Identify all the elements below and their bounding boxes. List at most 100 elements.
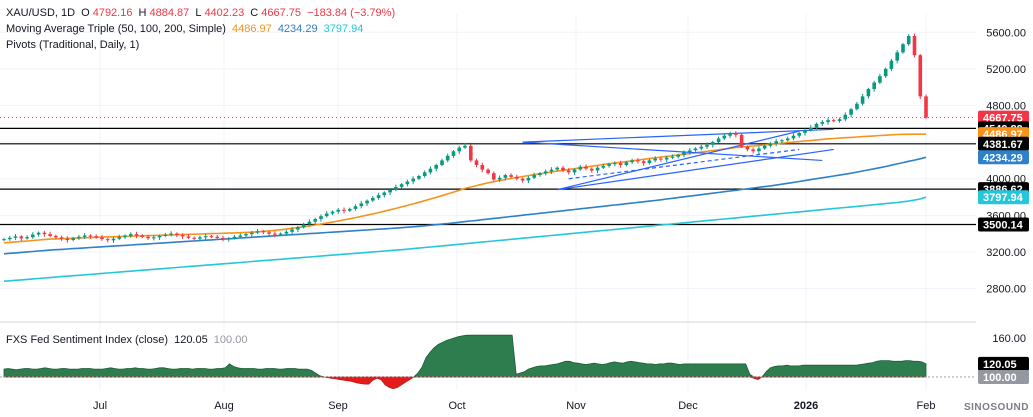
candle-body xyxy=(486,169,490,174)
price-tag-label: 4381.67 xyxy=(983,139,1023,151)
ma100-value: 4234.29 xyxy=(277,23,318,35)
candle-body xyxy=(463,145,467,148)
candle-body xyxy=(330,211,335,214)
candle-body xyxy=(469,145,473,161)
candle-body xyxy=(693,148,698,151)
candle-body xyxy=(751,149,755,152)
ma200-value: 3797.94 xyxy=(323,23,364,35)
candle-body xyxy=(664,157,669,160)
candle-body xyxy=(434,165,438,169)
candle-body xyxy=(866,89,871,97)
candle-body xyxy=(209,236,214,238)
candle-body xyxy=(901,44,905,53)
candle-body xyxy=(647,160,652,164)
open-label: O xyxy=(81,7,90,19)
candle-body xyxy=(549,169,554,172)
pivots-legend[interactable]: Pivots (Traditional, Daily, 1) xyxy=(6,38,142,52)
candle-body xyxy=(267,232,271,234)
candle-body xyxy=(509,175,513,177)
candle-body xyxy=(762,145,767,149)
candle-body xyxy=(843,114,848,120)
candle-body xyxy=(849,109,853,115)
candle-body xyxy=(791,135,796,139)
watermark-logo: SINOSOUND xyxy=(963,402,1029,413)
sentiment-value: 120.05 xyxy=(174,334,208,346)
candle-body xyxy=(924,96,928,118)
candle-body xyxy=(111,238,116,241)
price-tag-bg xyxy=(978,150,1029,165)
candle-body xyxy=(780,140,784,142)
price-tick-label: 5600.00 xyxy=(986,27,1026,39)
candle-body xyxy=(878,76,882,83)
candle-body xyxy=(814,123,819,128)
time-tick-label: 2026 xyxy=(794,400,818,412)
candle-body xyxy=(359,203,364,207)
time-axis[interactable]: Jul Aug Sep Oct Nov Dec 2026 Feb xyxy=(93,400,936,412)
sentiment-title: FXS Fed Sentiment Index (close) xyxy=(6,334,169,346)
candle-body xyxy=(319,216,323,219)
candle-body xyxy=(682,152,686,155)
change-value: −183.84 (−3.79%) xyxy=(307,7,396,19)
candle-body xyxy=(152,237,156,239)
candle-body xyxy=(19,236,24,239)
open-value: 4792.16 xyxy=(92,7,133,19)
candle-body xyxy=(422,172,427,176)
candle-body xyxy=(2,239,6,241)
candle-body xyxy=(157,235,162,238)
candle-body xyxy=(497,177,502,180)
candle-body xyxy=(566,170,571,173)
candle-body xyxy=(538,173,542,175)
price-tag-bg xyxy=(978,190,1029,205)
candle-body xyxy=(105,239,110,241)
candle-body xyxy=(722,135,727,139)
sentiment-value-tag xyxy=(978,356,1029,371)
candle-body xyxy=(353,206,358,209)
low-label: L xyxy=(195,7,202,19)
candle-body xyxy=(860,96,865,104)
candle-body xyxy=(140,235,145,237)
candle-body xyxy=(492,173,496,180)
candle-body xyxy=(699,146,704,149)
candle-body xyxy=(169,233,173,235)
candle-body xyxy=(883,68,888,77)
sentiment-area-negative xyxy=(3,376,927,390)
ma-title: Moving Average Triple (50, 100, 200, Sim… xyxy=(6,23,226,35)
candle-body xyxy=(134,234,139,236)
candle-body xyxy=(716,138,721,143)
candle-body xyxy=(572,169,577,173)
candle-body xyxy=(832,120,836,122)
sentiment-legend[interactable]: FXS Fed Sentiment Index (close) 120.05 1… xyxy=(6,333,250,347)
ma-legend[interactable]: Moving Average Triple (50, 100, 200, Sim… xyxy=(6,22,366,36)
symbol-label[interactable]: XAU/USD, 1D xyxy=(6,7,76,19)
candle-body xyxy=(451,151,456,156)
candle-body xyxy=(324,213,329,217)
candle-body xyxy=(826,120,830,122)
candle-body xyxy=(376,195,381,198)
candle-body xyxy=(872,82,876,89)
pivots-title: Pivots (Traditional, Daily, 1) xyxy=(6,39,140,51)
candle-body xyxy=(578,166,583,170)
candle-body xyxy=(526,177,531,181)
price-tick-label: 2800.00 xyxy=(986,284,1026,296)
sentiment-value-label: 120.05 xyxy=(983,359,1017,371)
sentiment-base-label: 100.00 xyxy=(983,372,1017,384)
candle-body xyxy=(175,233,179,235)
candle-body xyxy=(630,160,634,163)
candle-body xyxy=(739,134,744,147)
candle-body xyxy=(215,236,219,238)
candle-body xyxy=(238,235,243,237)
candle-body xyxy=(54,235,58,238)
candle-body xyxy=(405,181,410,185)
candle-body xyxy=(336,209,340,212)
candle-body xyxy=(757,148,761,152)
sentiment-area-positive xyxy=(3,334,927,378)
candle-body xyxy=(244,234,248,236)
candle-body xyxy=(77,236,81,239)
moving-averages xyxy=(3,133,927,282)
time-tick-label: Sep xyxy=(328,400,348,412)
candle-body xyxy=(48,234,52,236)
price-tag-bg xyxy=(978,136,1029,151)
candle-body xyxy=(180,235,185,237)
